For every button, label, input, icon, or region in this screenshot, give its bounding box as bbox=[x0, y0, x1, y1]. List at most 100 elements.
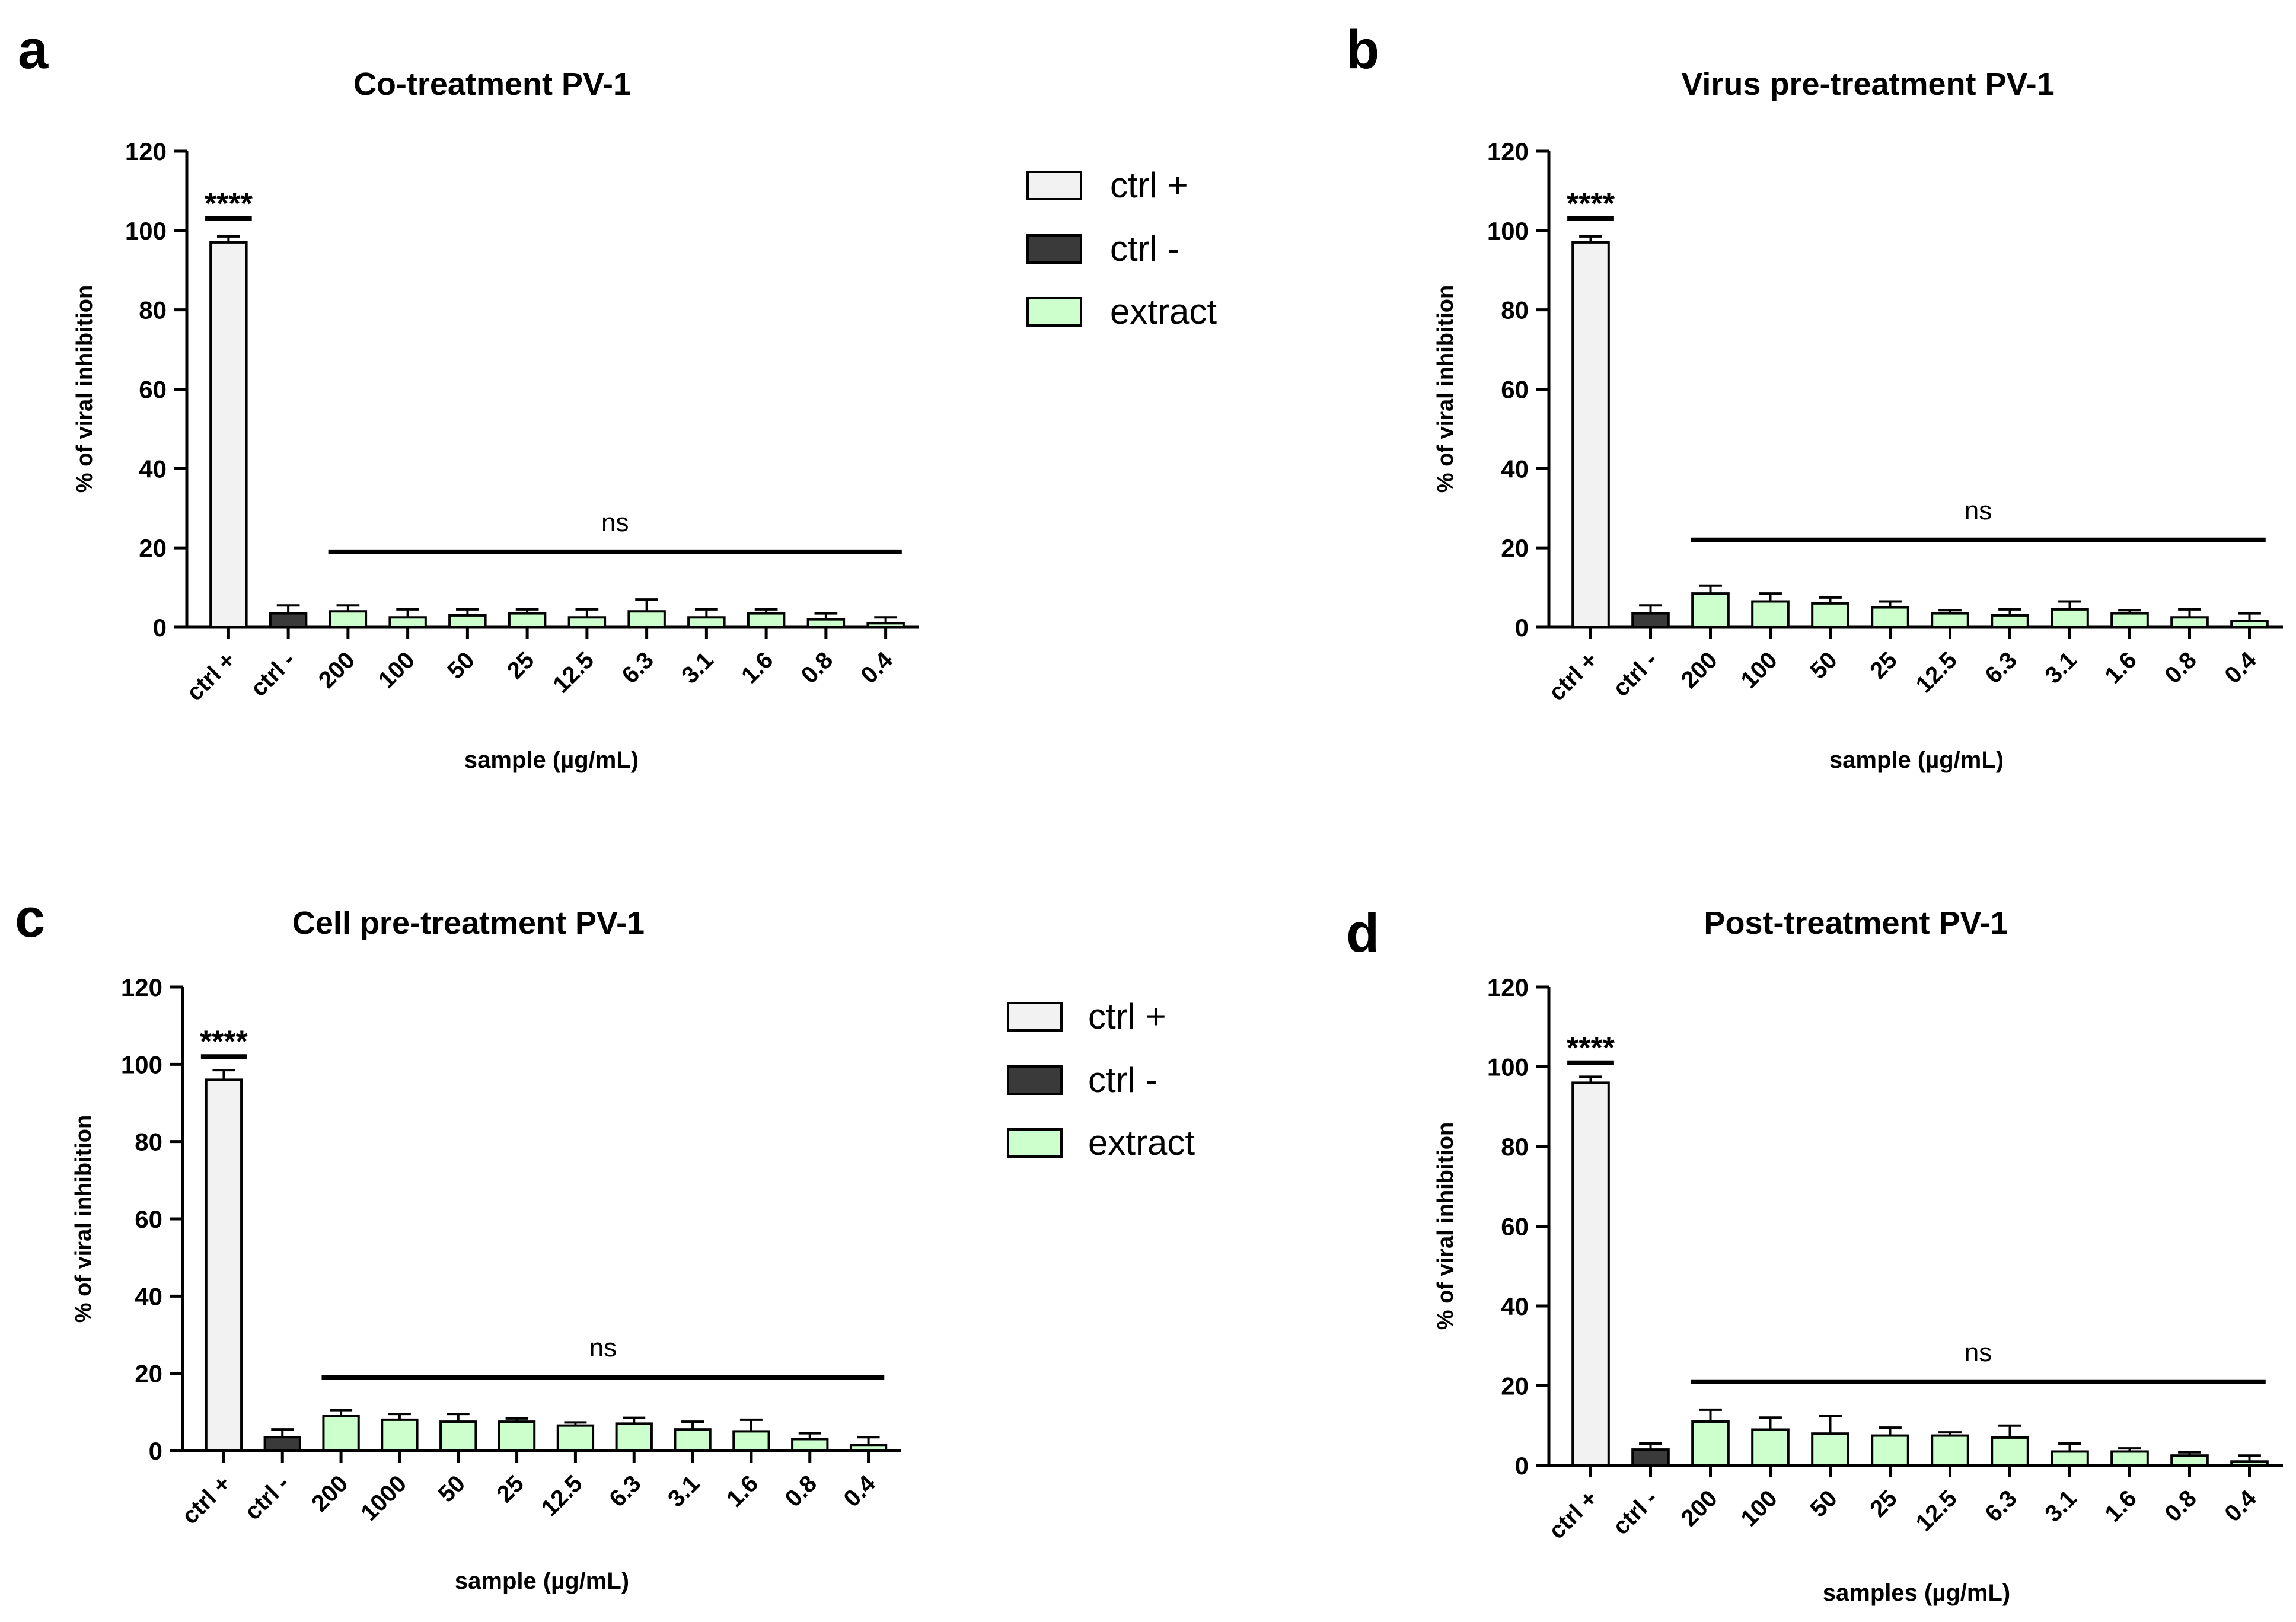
chart-b-ytick-40: 40 bbox=[1501, 455, 1529, 483]
chart-c-xtick-ctrl: ctrl + bbox=[177, 1470, 236, 1530]
chart-b-annotation-1: ns bbox=[1965, 496, 1992, 525]
chart-a-bar-200 bbox=[329, 610, 368, 628]
chart-b-ylabel: % of viral inhibition bbox=[1433, 285, 1458, 493]
panel-letter-b: b bbox=[1346, 20, 1379, 80]
legend-top-swatch-ctrl-plus bbox=[1026, 171, 1082, 200]
chart-a-bar-25 bbox=[508, 612, 547, 629]
chart-d-ylabel: % of viral inhibition bbox=[1433, 1122, 1458, 1330]
chart-c-ytick-0: 0 bbox=[149, 1437, 162, 1465]
chart-c-bar-25 bbox=[498, 1420, 536, 1452]
chart-b-xtick-200: 200 bbox=[1676, 647, 1723, 693]
chart-c-bar-0p8 bbox=[791, 1438, 829, 1452]
chart-d-ytick-120: 120 bbox=[1487, 973, 1529, 1001]
chart-b-ytick-80: 80 bbox=[1501, 296, 1529, 324]
chart-d-bar-200 bbox=[1691, 1420, 1730, 1467]
chart-b-bar-100 bbox=[1751, 600, 1790, 628]
chart-b: 0 20 40 60 80 100 120 ctrl + ctrl - 200 100 50 25 12.… bbox=[1433, 138, 2283, 773]
chart-a-ytick-20: 20 bbox=[139, 534, 167, 562]
chart-d-bar-25 bbox=[1871, 1434, 1909, 1467]
chart-d-ytick-60: 60 bbox=[1501, 1213, 1529, 1241]
legend-bottom-label-ctrl-minus: ctrl - bbox=[1088, 1060, 1157, 1100]
chart-b-bar-3p1 bbox=[2051, 608, 2089, 628]
legend-top-swatch-ctrl-minus bbox=[1026, 234, 1082, 264]
chart-d-bar-100 bbox=[1751, 1428, 1790, 1467]
chart-c-bar-12p5 bbox=[556, 1424, 595, 1452]
legend-top: ctrl + ctrl - extract bbox=[1026, 165, 1217, 331]
chart-c-ylabel: % of viral inhibition bbox=[71, 1115, 96, 1323]
chart-c-xtick-0p8: 0.8 bbox=[780, 1470, 822, 1512]
chart-c-xtick-3p1: 3.1 bbox=[663, 1470, 704, 1512]
chart-a-xtick-200: 200 bbox=[314, 647, 360, 693]
legend-bottom-label-extract: extract bbox=[1088, 1123, 1195, 1163]
chart-b-bar-25 bbox=[1871, 606, 1909, 628]
chart-b-ytick-20: 20 bbox=[1501, 534, 1529, 562]
chart-d-xtick-0p8: 0.8 bbox=[2160, 1485, 2201, 1527]
chart-d-annotation-1: ns bbox=[1965, 1338, 1992, 1367]
chart-b-xtick-50: 50 bbox=[1805, 647, 1842, 684]
chart-c-annotation-0: **** bbox=[200, 1024, 248, 1059]
chart-b-xtick-ctrl: ctrl + bbox=[1544, 647, 1603, 706]
chart-d-bar-0p4 bbox=[2230, 1460, 2269, 1467]
chart-c-xtick-ctrl: ctrl - bbox=[240, 1470, 294, 1525]
legend-top-label-ctrl-plus: ctrl + bbox=[1110, 165, 1188, 205]
chart-c-ytick-40: 40 bbox=[135, 1282, 162, 1310]
legend-bottom-label-ctrl-plus: ctrl + bbox=[1088, 997, 1166, 1036]
chart-b-bar-1p6 bbox=[2110, 612, 2149, 629]
chart-a-ytick-60: 60 bbox=[139, 376, 167, 404]
chart-a-xtick-100: 100 bbox=[374, 647, 420, 693]
chart-a-xtick-12p5: 12.5 bbox=[548, 647, 599, 698]
chart-c-bar-200 bbox=[322, 1415, 360, 1452]
legend-bottom-item-ctrl-minus: ctrl - bbox=[1007, 1060, 1157, 1100]
chart-a-xtick-25: 25 bbox=[502, 647, 540, 684]
chart-b-bar-0p4 bbox=[2230, 620, 2269, 629]
chart-a-bar-6p3 bbox=[627, 610, 666, 628]
chart-c-bar-3p1 bbox=[674, 1428, 712, 1452]
chart-d: 0 20 40 60 80 100 120 ctrl + ctrl - 200 100 50 25 12.… bbox=[1433, 973, 2283, 1606]
chart-c-bar-0p4 bbox=[849, 1444, 888, 1452]
chart-c-title: Cell pre-treatment PV-1 bbox=[292, 905, 645, 941]
chart-b-ytick-120: 120 bbox=[1487, 138, 1529, 165]
chart-a-bar-3p1 bbox=[687, 616, 726, 629]
chart-d-bar-ctrl bbox=[1631, 1448, 1670, 1467]
chart-d-bar-12p5 bbox=[1931, 1434, 1969, 1467]
chart-a-bar-ctrl bbox=[209, 241, 248, 628]
chart-c-bar-6p3 bbox=[615, 1422, 653, 1452]
chart-c-xtick-12p5: 12.5 bbox=[537, 1470, 588, 1521]
chart-d-xlabel: samples (µg/mL) bbox=[1823, 1580, 2010, 1606]
chart-b-ytick-0: 0 bbox=[1515, 614, 1529, 641]
chart-b-xtick-12p5: 12.5 bbox=[1911, 647, 1962, 698]
chart-c-xlabel: sample (µg/mL) bbox=[455, 1568, 629, 1594]
chart-a-xtick-0p8: 0.8 bbox=[796, 647, 838, 688]
chart-a-ytick-0: 0 bbox=[153, 614, 167, 641]
chart-a-annotation-1: ns bbox=[601, 508, 629, 537]
chart-d-annotation-0: **** bbox=[1567, 1031, 1615, 1065]
chart-b-xtick-ctrl: ctrl - bbox=[1608, 647, 1662, 701]
chart-a-title: Co-treatment PV-1 bbox=[353, 66, 631, 102]
chart-d-xtick-0p4: 0.4 bbox=[2220, 1485, 2262, 1527]
chart-d-ytick-20: 20 bbox=[1501, 1372, 1529, 1400]
chart-d-title: Post-treatment PV-1 bbox=[1704, 905, 2008, 941]
chart-b-ytick-100: 100 bbox=[1487, 217, 1529, 245]
chart-c-xtick-1p6: 1.6 bbox=[722, 1470, 763, 1512]
chart-b-bar-0p8 bbox=[2170, 616, 2209, 629]
chart-c-ytick-80: 80 bbox=[135, 1128, 162, 1156]
legend-top-item-ctrl-minus: ctrl - bbox=[1026, 229, 1179, 269]
chart-a-ytick-100: 100 bbox=[125, 217, 167, 245]
chart-a: 0 20 40 60 80 100 120 ctrl + ctrl - 200 100 50 25 12.… bbox=[72, 138, 919, 773]
chart-c-xtick-0p4: 0.4 bbox=[839, 1470, 881, 1512]
legend-bottom-swatch-extract bbox=[1007, 1128, 1063, 1158]
chart-d-xtick-12p5: 12.5 bbox=[1911, 1485, 1962, 1536]
chart-b-xtick-0p4: 0.4 bbox=[2220, 647, 2262, 689]
chart-d-bar-ctrl bbox=[1571, 1081, 1610, 1467]
chart-c-ytick-100: 100 bbox=[121, 1051, 162, 1078]
chart-a-xtick-6p3: 6.3 bbox=[617, 647, 659, 688]
chart-c-bar-50 bbox=[439, 1420, 477, 1452]
chart-a-xtick-50: 50 bbox=[442, 647, 480, 684]
chart-d-xtick-ctrl: ctrl + bbox=[1544, 1485, 1603, 1544]
panel-letter-c: c bbox=[15, 888, 45, 949]
legend-top-label-ctrl-minus: ctrl - bbox=[1110, 229, 1179, 269]
chart-a-annotation-0: **** bbox=[205, 187, 253, 221]
chart-d-bar-1p6 bbox=[2110, 1450, 2149, 1467]
chart-c-xtick-50: 50 bbox=[433, 1470, 471, 1508]
chart-d-bar-0p8 bbox=[2170, 1454, 2209, 1467]
